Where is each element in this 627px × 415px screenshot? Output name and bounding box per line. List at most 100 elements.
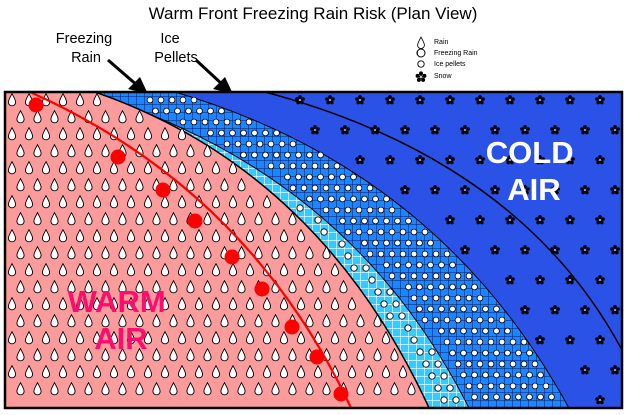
- ice-pellet-icon: [289, 184, 297, 192]
- ice-pellet-icon: [482, 305, 489, 313]
- raindrop-icon: [417, 36, 425, 49]
- ice-pellet-icon: [504, 393, 511, 401]
- ice-pellet-icon: [372, 239, 379, 247]
- ice-pellet-icon: [427, 305, 434, 313]
- ice-pellet-icon: [449, 327, 456, 335]
- ice-pellet-icon: [465, 382, 473, 390]
- ice-pellet-icon: [537, 371, 544, 379]
- ice-pellet-icon: [168, 96, 176, 104]
- ice-pellet-icon: [476, 382, 484, 390]
- ice-pellet-icon: [410, 272, 418, 280]
- ice-pellet-icon: [493, 327, 500, 335]
- ice-pellet-icon: [306, 151, 313, 159]
- ice-pellet-icon: [355, 206, 363, 214]
- ice-pellet-icon: [438, 283, 445, 291]
- ice-pellet-icon: [322, 162, 330, 170]
- ice-pellet-icon: [317, 195, 324, 203]
- ice-pellet-icon: [289, 162, 297, 170]
- ice-pellet-icon: [405, 217, 412, 225]
- ice-pellet-icon: [399, 250, 407, 258]
- warm-front-semicircle: [28, 97, 44, 113]
- ice-pellet-icon: [421, 272, 429, 280]
- ice-pellet-icon: [344, 228, 352, 236]
- ice-pellet-icon: [460, 349, 467, 357]
- warm-front-semicircle: [224, 249, 240, 265]
- ice-pellet-icon: [388, 250, 396, 258]
- legend-item-freezing-rain: Freezing Rain: [416, 48, 478, 58]
- legend: Rain Freezing Rain Ice pellets Snow: [415, 36, 478, 82]
- ice-pellet-icon: [229, 129, 236, 137]
- cold-air-boundary: [264, 92, 622, 351]
- ice-pellet-icon: [185, 107, 192, 115]
- ice-pellet-icon: [245, 118, 253, 126]
- ice-pellet-icon: [438, 261, 445, 269]
- ice-pellet-icon: [454, 338, 462, 346]
- ice-pellet-icon: [432, 272, 440, 280]
- diagram-title: Warm Front Freezing Rain Risk (Plan View…: [149, 4, 478, 23]
- freezing-rain-icon: [433, 360, 442, 368]
- freezing-rain-icon: [397, 312, 406, 320]
- ice-pellet-icon: [295, 173, 302, 181]
- freezing-rain-icon: [427, 372, 436, 380]
- freezing-rain-icon: [385, 312, 394, 320]
- ice-pellet-icon: [471, 393, 478, 401]
- freezing-rain-icon: [337, 240, 346, 248]
- ice-pellets-callout-line1: Ice: [160, 31, 179, 47]
- ice-pellet-icon: [493, 305, 500, 313]
- ice-pellet-icon: [273, 129, 280, 137]
- ice-pellet-icon: [251, 129, 258, 137]
- warm-air-label-line1: WARM: [68, 284, 166, 319]
- ice-pellet-icon: [443, 294, 451, 302]
- ice-pellet-icon: [548, 393, 555, 401]
- ice-pellet-icon: [146, 96, 154, 104]
- ice-pellet-icon: [152, 107, 159, 115]
- ice-pellet-icon: [515, 371, 522, 379]
- ice-pellet-icon: [487, 382, 495, 390]
- legend-label: Ice pellets: [434, 61, 466, 68]
- freezing-rain-callout-line1: Freezing: [56, 31, 112, 47]
- legend-item-snow: Snow: [415, 71, 452, 82]
- ice-pellet-icon: [388, 228, 396, 236]
- ice-pellet-icon: [416, 239, 423, 247]
- ice-pellet-icon: [344, 184, 352, 192]
- freezing-rain-icon: [403, 324, 412, 332]
- ice-pellet-icon: [218, 129, 225, 137]
- ice-pellet-icon: [504, 349, 511, 357]
- ice-pellet-icon: [438, 327, 445, 335]
- freezing-rain-callout-label: Freezing Rain: [56, 31, 116, 66]
- ice-pellet-icon: [240, 129, 247, 137]
- ice-pellet-icon: [526, 349, 533, 357]
- freezing-rain-icon: [439, 396, 448, 404]
- ice-pellet-icon: [427, 261, 434, 269]
- ice-pellet-icon: [487, 360, 495, 368]
- ice-pellet-icon: [350, 217, 357, 225]
- ice-pellet-icon: [443, 338, 451, 346]
- ice-pellet-icon: [515, 393, 522, 401]
- ice-pellet-icon: [405, 283, 412, 291]
- ice-pellet-icon: [311, 184, 319, 192]
- ice-pellet-icon: [223, 118, 231, 126]
- ice-pellet-icon: [350, 173, 357, 181]
- ice-pellet-icon: [432, 316, 440, 324]
- ice-pellet-icon: [394, 217, 401, 225]
- ice-pellet-icon: [509, 382, 517, 390]
- ice-pellet-icon: [504, 327, 511, 335]
- freezing-rain-icon: [385, 288, 394, 296]
- ice-pellet-icon: [454, 316, 462, 324]
- ice-pellet-icon: [498, 316, 506, 324]
- ice-pellet-icon: [405, 261, 412, 269]
- snowflake-icon: [415, 71, 427, 82]
- ice-pellet-icon: [179, 118, 187, 126]
- ice-pellet-icon: [410, 294, 418, 302]
- freezing-rain-icon: [439, 372, 448, 380]
- ice-pellet-icon: [383, 217, 390, 225]
- ice-pellet-icon: [278, 140, 286, 148]
- plan-view-panel: [5, 92, 622, 408]
- legend-item-rain: Rain: [417, 36, 449, 49]
- ice-pellet-icon: [476, 316, 484, 324]
- ice-pellet-icon: [454, 294, 462, 302]
- ice-pellet-icon: [372, 195, 379, 203]
- ice-pellet-icon: [482, 349, 489, 357]
- warm-front-semicircle: [110, 149, 126, 165]
- ice-pellet-icon: [383, 239, 390, 247]
